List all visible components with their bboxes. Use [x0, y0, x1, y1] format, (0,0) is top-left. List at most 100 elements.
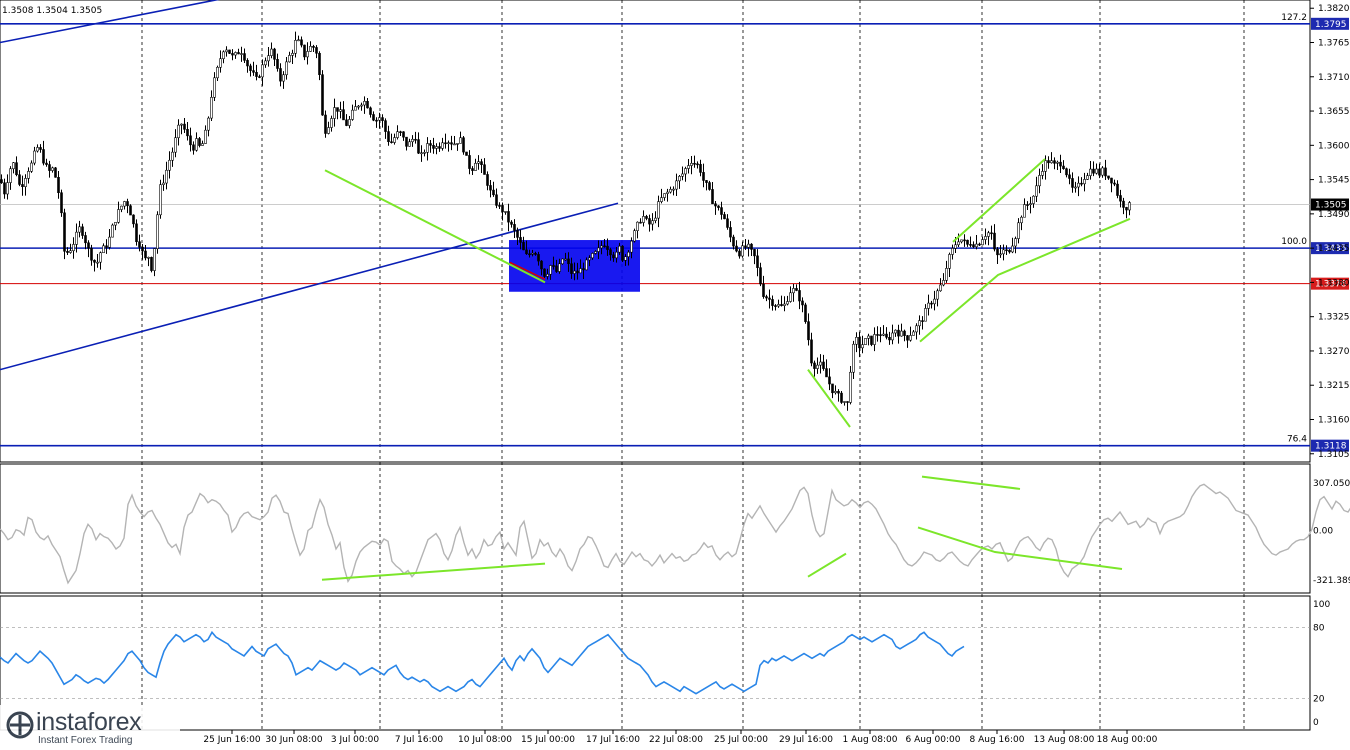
candle [333, 98, 336, 127]
candle-body [471, 168, 474, 171]
candle [354, 99, 357, 111]
cci-indicator: 307.0503 0.00 -321.3899 [0, 475, 1350, 586]
level-fib-label: 127.2 [1281, 13, 1307, 23]
candle-body [639, 221, 642, 224]
candle-body [936, 290, 939, 300]
candle [450, 135, 453, 151]
candle [168, 151, 171, 179]
candle [777, 299, 780, 308]
candle [711, 182, 714, 205]
candle-body [324, 114, 327, 134]
candle [363, 96, 366, 114]
candle [276, 53, 279, 72]
candle-body [741, 245, 744, 257]
candle-body [897, 329, 900, 337]
candle-body [132, 214, 135, 225]
candle [648, 214, 651, 232]
candle-body [729, 227, 732, 238]
candle-body [84, 235, 87, 244]
candle [534, 251, 537, 256]
cci-tick-label: -321.3899 [1313, 576, 1350, 586]
candle [879, 327, 882, 343]
candle-body [237, 52, 240, 55]
candle [1044, 155, 1047, 180]
candle [1104, 159, 1107, 180]
candle [36, 144, 39, 153]
candle [786, 295, 789, 306]
candle [771, 295, 774, 311]
candle [636, 221, 639, 239]
candle-body [867, 335, 870, 339]
candle [606, 238, 609, 256]
candle-body [735, 245, 738, 252]
candle [294, 31, 297, 58]
candle-body [480, 161, 483, 166]
candle [126, 198, 129, 214]
candle [228, 49, 231, 54]
candle [1101, 166, 1104, 178]
date-label: 22 Jul 08:00 [649, 735, 703, 745]
candle [96, 254, 99, 268]
candle [114, 221, 117, 231]
candle-body [453, 143, 456, 146]
candle [888, 331, 891, 345]
candle [93, 259, 96, 272]
candle [612, 251, 615, 262]
candle [66, 247, 69, 256]
cci-divergence-line [807, 552, 847, 578]
candle [633, 228, 636, 243]
candle [1113, 179, 1116, 187]
candle-body [513, 224, 516, 231]
candle [705, 180, 708, 191]
candle [909, 326, 912, 342]
candle-body [399, 131, 402, 133]
date-label: 17 Jul 16:00 [586, 735, 640, 745]
candle-body [228, 49, 231, 54]
candle-body [660, 197, 663, 202]
candle [681, 166, 684, 181]
candle [1047, 156, 1050, 169]
candle [447, 140, 450, 152]
candle [132, 214, 135, 228]
candle [219, 50, 222, 73]
candle-body [939, 284, 942, 292]
candle-body [75, 231, 78, 245]
candle-body [756, 255, 759, 268]
candle [141, 243, 144, 260]
candle-body [102, 245, 105, 254]
candle [264, 57, 267, 68]
price-tick-label: 1.3160 [1318, 415, 1350, 425]
rsi-indicator: 100 80 20 0 [0, 600, 1330, 728]
price-axis: 1.3820 1.3765 1.3710 1.3655 1.3600 1.3545 1.34… [1310, 4, 1350, 460]
candle [477, 155, 480, 170]
vertical-grid [0, 0, 1310, 730]
candle [282, 71, 285, 89]
date-label: 10 Jul 08:00 [458, 735, 512, 745]
candle [870, 335, 873, 347]
candle [828, 368, 831, 391]
candle-body [1065, 168, 1068, 176]
candle-body [210, 97, 213, 119]
candle [369, 106, 372, 118]
candle [165, 161, 168, 190]
candle [204, 125, 207, 144]
candle-body [372, 114, 375, 121]
candle-body [1071, 178, 1074, 188]
candle-body [966, 239, 969, 245]
candle [1083, 172, 1086, 192]
candle-body [243, 53, 246, 61]
candle [1014, 236, 1017, 254]
candle [816, 357, 819, 374]
candle [603, 239, 606, 248]
candle [423, 149, 426, 157]
candle-body [78, 226, 81, 233]
candle-body [300, 39, 303, 46]
candle-body [642, 216, 645, 223]
candle [687, 158, 690, 174]
candle [873, 327, 876, 352]
candle-body [276, 59, 279, 69]
candle [513, 219, 516, 239]
candle [840, 391, 843, 404]
candle-body [564, 258, 567, 261]
